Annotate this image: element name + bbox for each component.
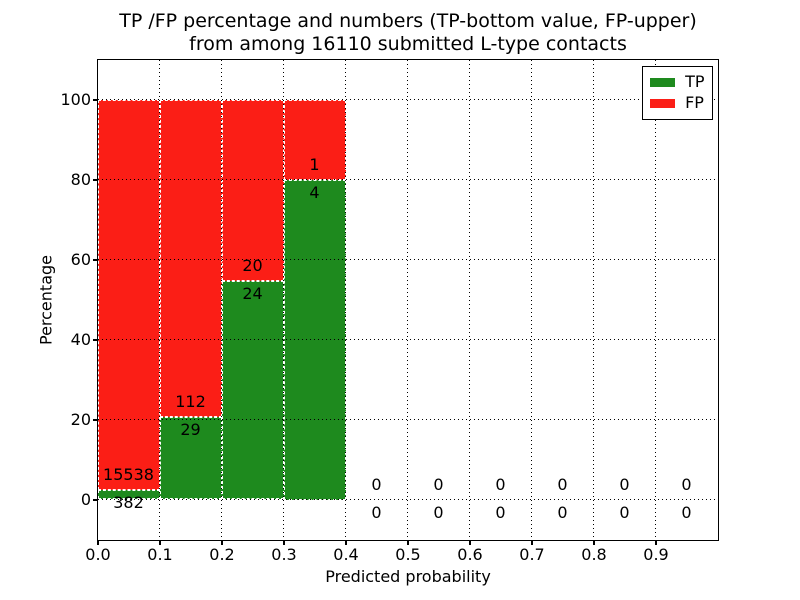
chart-title: TP /FP percentage and numbers (TP-bottom… xyxy=(98,10,718,56)
bar-label-fp-2: 20 xyxy=(242,256,263,276)
gridline-x-0.8 xyxy=(593,59,594,540)
legend-label-fp: FP xyxy=(685,93,704,112)
x-tick-0.0 xyxy=(97,540,99,545)
bar-label-tp-1: 29 xyxy=(180,420,201,440)
gridline-x-0.6 xyxy=(469,59,470,540)
bar-label-tp-2: 24 xyxy=(242,284,263,304)
y-tick-0 xyxy=(93,499,98,501)
bar-fp-3 xyxy=(283,99,346,180)
gridline-x-0.7 xyxy=(531,59,532,540)
chart-title-line1: TP /FP percentage and numbers (TP-bottom… xyxy=(119,10,697,32)
legend-label-tp: TP xyxy=(685,72,705,91)
bar-label-tp-3: 4 xyxy=(309,182,320,202)
x-axis-label: Predicted probability xyxy=(325,567,491,586)
bar-fp-0 xyxy=(97,99,160,490)
x-tick-label-0.8: 0.8 xyxy=(581,545,607,564)
bar-label-tp-9: 0 xyxy=(681,502,692,522)
y-tick-80 xyxy=(93,179,98,181)
bar-label-fp-4: 0 xyxy=(371,474,382,494)
bar-tp-1 xyxy=(159,417,222,500)
x-tick-label-0.0: 0.0 xyxy=(85,545,111,564)
x-tick-label-0.6: 0.6 xyxy=(457,545,483,564)
x-tick-label-0.1: 0.1 xyxy=(147,545,173,564)
legend-swatch-tp xyxy=(650,77,676,87)
legend-swatch-fp xyxy=(650,98,676,108)
bar-label-tp-4: 0 xyxy=(371,502,382,522)
bar-fp-2 xyxy=(221,99,284,282)
x-tick-0.5 xyxy=(407,540,409,545)
y-tick-60 xyxy=(93,259,98,261)
y-tick-label-60: 60 xyxy=(70,250,91,269)
gridline-x-0.2 xyxy=(221,59,222,540)
x-tick-label-0.2: 0.2 xyxy=(209,545,235,564)
x-tick-0.6 xyxy=(469,540,471,545)
bar-label-tp-8: 0 xyxy=(619,502,630,522)
y-tick-100 xyxy=(93,99,98,101)
bar-label-tp-0: 382 xyxy=(113,492,144,512)
gridline-x-0.5 xyxy=(407,59,408,540)
y-tick-label-20: 20 xyxy=(70,410,91,429)
bar-label-fp-8: 0 xyxy=(619,474,630,494)
x-tick-label-0.4: 0.4 xyxy=(333,545,359,564)
bar-label-tp-5: 0 xyxy=(433,502,444,522)
bar-label-tp-6: 0 xyxy=(495,502,506,522)
x-tick-label-0.5: 0.5 xyxy=(395,545,421,564)
gridline-x-0.3 xyxy=(283,59,284,540)
gridline-x-0.1 xyxy=(159,59,160,540)
bar-label-fp-5: 0 xyxy=(433,474,444,494)
bar-label-tp-7: 0 xyxy=(557,502,568,522)
x-tick-0.7 xyxy=(531,540,533,545)
gridline-x-0.4 xyxy=(345,59,346,540)
x-tick-label-0.3: 0.3 xyxy=(271,545,297,564)
y-tick-label-80: 80 xyxy=(70,170,91,189)
bar-label-fp-9: 0 xyxy=(681,474,692,494)
plot-area: 15538 382 112 29 20 24 1 4 0 0 0 0 0 0 0 0 0 0 0 0 TP FP xyxy=(96,58,719,541)
x-tick-0.8 xyxy=(593,540,595,545)
x-tick-0.3 xyxy=(283,540,285,545)
bar-tp-2 xyxy=(221,281,284,500)
x-tick-label-0.7: 0.7 xyxy=(519,545,545,564)
bar-label-fp-0: 15538 xyxy=(103,464,154,484)
x-tick-label-0.9: 0.9 xyxy=(643,545,669,564)
chart-title-line2: from among 16110 submitted L-type contac… xyxy=(189,33,627,55)
legend: TP FP xyxy=(642,65,713,120)
bar-label-fp-6: 0 xyxy=(495,474,506,494)
bar-label-fp-1: 112 xyxy=(175,392,206,412)
x-tick-0.9 xyxy=(655,540,657,545)
y-tick-20 xyxy=(93,419,98,421)
y-tick-40 xyxy=(93,339,98,341)
x-tick-0.2 xyxy=(221,540,223,545)
bar-label-fp-3: 1 xyxy=(309,154,320,174)
x-tick-0.1 xyxy=(159,540,161,545)
y-tick-label-40: 40 xyxy=(70,330,91,349)
y-tick-label-100: 100 xyxy=(60,90,91,109)
x-tick-0.4 xyxy=(345,540,347,545)
legend-item-fp: FP xyxy=(650,93,704,114)
legend-item-tp: TP xyxy=(650,72,705,93)
bar-label-fp-7: 0 xyxy=(557,474,568,494)
gridline-x-0.9 xyxy=(655,59,656,540)
y-tick-label-0: 0 xyxy=(80,490,91,509)
